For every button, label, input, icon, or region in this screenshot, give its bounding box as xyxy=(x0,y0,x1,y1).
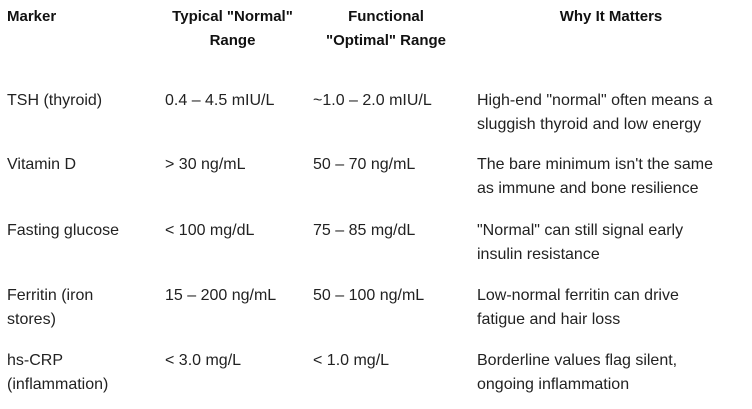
cell-marker: Fasting glucose xyxy=(7,219,155,243)
cell-why-it-matters: Low-normal ferritin can drive fatigue an… xyxy=(477,284,749,332)
why-line1: High-end "normal" often means a xyxy=(477,92,713,109)
cell-typical-range: < 3.0 mg/L xyxy=(165,352,242,369)
why-line1: "Normal" can still signal early xyxy=(477,222,684,239)
marker-line1: TSH (thyroid) xyxy=(7,92,103,109)
header-optimal-line1: Functional xyxy=(348,8,424,25)
cell-optimal-range: 50 – 100 ng/mL xyxy=(313,287,425,304)
cell-typical-range: < 100 mg/dL xyxy=(165,222,255,239)
why-line1: Low-normal ferritin can drive xyxy=(477,287,679,304)
why-line2: sluggish thyroid and low energy xyxy=(477,116,702,133)
header-why-label: Why It Matters xyxy=(559,8,663,25)
why-line1: The bare minimum isn't the same xyxy=(477,156,714,173)
cell-why-it-matters: "Normal" can still signal early insulin … xyxy=(477,219,749,267)
why-line2: ongoing inflammation xyxy=(477,376,630,393)
why-line2: fatigue and hair loss xyxy=(477,311,621,328)
marker-line1: Vitamin D xyxy=(7,156,77,173)
cell-typical-range: 0.4 – 4.5 mIU/L xyxy=(165,92,275,109)
cell-typical-range: > 30 ng/mL xyxy=(165,156,246,173)
marker-line2: stores) xyxy=(7,311,56,328)
table-row: hs-CRP (inflammation) < 3.0 mg/L < 1.0 m… xyxy=(0,349,752,405)
marker-line1: Fasting glucose xyxy=(7,222,120,239)
cell-optimal-range: ~1.0 – 2.0 mIU/L xyxy=(313,92,432,109)
marker-line2: (inflammation) xyxy=(7,376,109,393)
marker-line1: hs-CRP xyxy=(7,352,64,369)
header-typical-range: Typical "Normal" Range xyxy=(160,5,305,53)
marker-line1: Ferritin (iron xyxy=(7,287,94,304)
header-why-it-matters: Why It Matters xyxy=(476,5,746,29)
header-marker: Marker xyxy=(7,5,147,29)
why-line2: insulin resistance xyxy=(477,246,600,263)
header-marker-label: Marker xyxy=(7,8,57,25)
why-line1: Borderline values flag silent, xyxy=(477,352,678,369)
cell-why-it-matters: The bare minimum isn't the same as immun… xyxy=(477,153,749,201)
cell-why-it-matters: High-end "normal" often means a sluggish… xyxy=(477,89,749,137)
cell-marker: TSH (thyroid) xyxy=(7,89,155,113)
cell-marker: Ferritin (iron stores) xyxy=(7,284,155,332)
cell-marker: Vitamin D xyxy=(7,153,155,177)
header-typical-line2: Range xyxy=(209,32,256,49)
cell-typical-range: 15 – 200 ng/mL xyxy=(165,287,277,304)
why-line2: as immune and bone resilience xyxy=(477,180,699,197)
cell-optimal-range: 50 – 70 ng/mL xyxy=(313,156,416,173)
table-row: Vitamin D > 30 ng/mL 50 – 70 ng/mL The b… xyxy=(0,153,752,209)
cell-optimal-range: 75 – 85 mg/dL xyxy=(313,222,416,239)
table-row: Ferritin (iron stores) 15 – 200 ng/mL 50… xyxy=(0,284,752,340)
header-typical-line1: Typical "Normal" xyxy=(172,8,293,25)
cell-why-it-matters: Borderline values flag silent, ongoing i… xyxy=(477,349,749,397)
table-row: TSH (thyroid) 0.4 – 4.5 mIU/L ~1.0 – 2.0… xyxy=(0,89,752,145)
cell-marker: hs-CRP (inflammation) xyxy=(7,349,155,397)
table-row: Fasting glucose < 100 mg/dL 75 – 85 mg/d… xyxy=(0,219,752,275)
cell-optimal-range: < 1.0 mg/L xyxy=(313,352,390,369)
header-optimal-line2: "Optimal" Range xyxy=(325,32,447,49)
header-optimal-range: Functional "Optimal" Range xyxy=(312,5,460,53)
